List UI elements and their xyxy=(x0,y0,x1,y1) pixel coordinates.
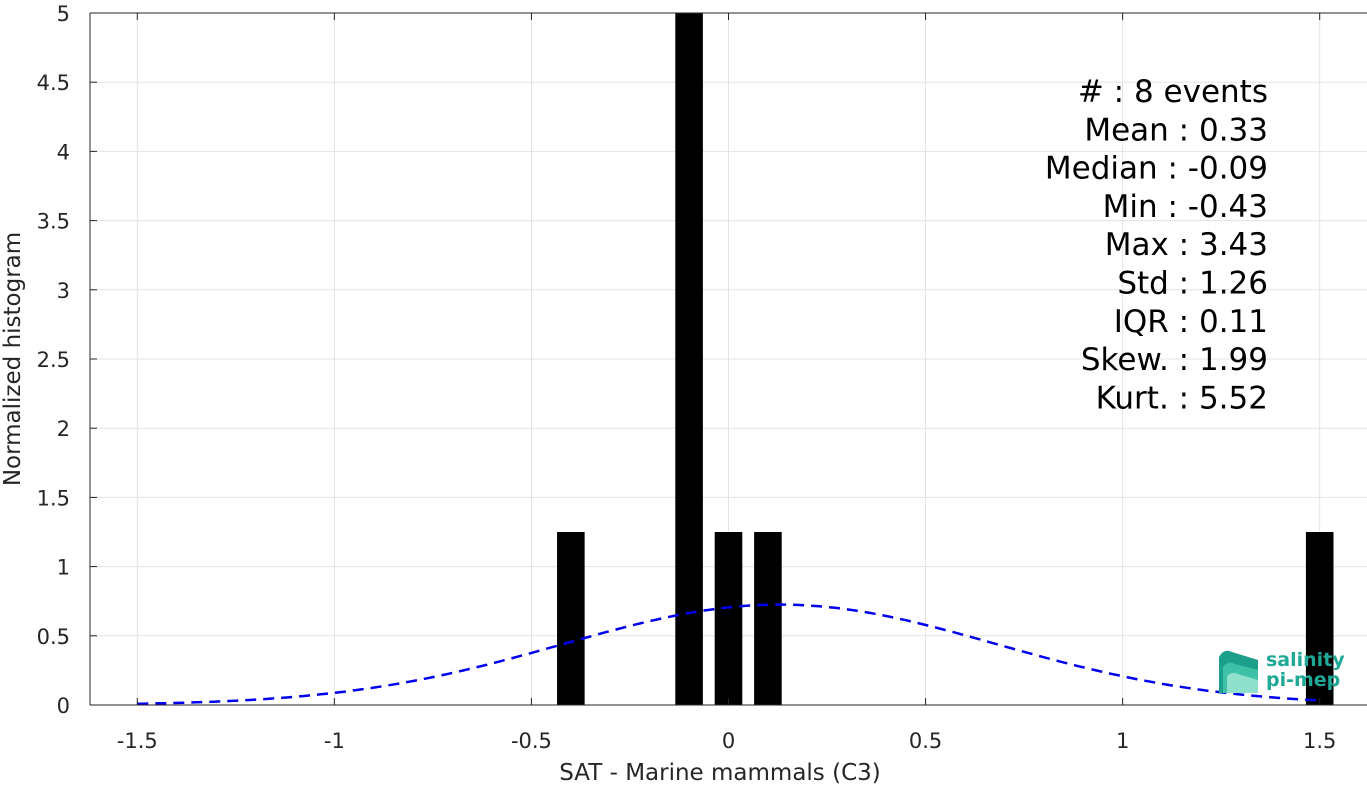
y-tick-label: 1.5 xyxy=(37,486,70,510)
normal-fit-curve xyxy=(137,603,1320,706)
x-tick-label: 1.5 xyxy=(1303,729,1336,753)
x-tick-label: 1 xyxy=(1116,729,1129,753)
y-tick-label: 2 xyxy=(57,417,70,441)
y-tick-label: 0 xyxy=(57,694,70,718)
y-tick-label: 4 xyxy=(57,140,70,164)
y-axis-label: Normalized histogram xyxy=(0,232,26,486)
stat-line: Mean : 0.33 xyxy=(1084,112,1268,148)
axes xyxy=(89,12,1367,706)
x-tick-label: -0.5 xyxy=(511,729,552,753)
x-axis-label: SAT - Marine mammals (C3) xyxy=(559,760,881,785)
x-tick-label: 0.5 xyxy=(909,729,942,753)
stat-line: Std : 1.26 xyxy=(1117,266,1268,302)
histogram-bar xyxy=(714,532,743,705)
stat-line: Skew. : 1.99 xyxy=(1081,342,1268,378)
stat-line: Min : -0.43 xyxy=(1103,189,1268,225)
logo-line2: pi-mep xyxy=(1266,669,1340,691)
y-tick-label: 5 xyxy=(57,2,70,26)
y-tick-label: 3.5 xyxy=(37,210,70,234)
y-tick-labels: 0 0.5 1 1.5 2 2.5 3 3.5 4 4.5 5 xyxy=(37,2,70,718)
stat-line: # : 8 events xyxy=(1078,74,1268,110)
x-tick-label: -1 xyxy=(324,729,345,753)
y-tick-label: 3 xyxy=(57,279,70,303)
y-tick-label: 0.5 xyxy=(37,625,70,649)
y-tick-label: 2.5 xyxy=(37,348,70,372)
stat-line: Max : 3.43 xyxy=(1105,227,1268,263)
stat-line: Kurt. : 5.52 xyxy=(1096,380,1268,416)
histogram-bar xyxy=(754,532,782,705)
stat-line: IQR : 0.11 xyxy=(1114,304,1268,340)
stat-line: Median : -0.09 xyxy=(1045,151,1268,187)
x-tick-label: -1.5 xyxy=(117,729,158,753)
histogram-bar xyxy=(675,13,703,705)
logo-icon xyxy=(1219,650,1258,693)
logo-line1: salinity xyxy=(1266,649,1345,671)
histogram-bar xyxy=(1305,532,1334,705)
histogram-bar xyxy=(557,532,585,705)
x-tick-label: 0 xyxy=(722,729,735,753)
y-tick-label: 4.5 xyxy=(37,71,70,95)
y-tick-label: 1 xyxy=(57,556,70,580)
x-tick-labels: -1.5 -1 -0.5 0 0.5 1 1.5 xyxy=(117,729,1337,753)
salinity-pi-mep-logo: salinity pi-mep xyxy=(1219,649,1345,693)
histogram-bars xyxy=(557,13,1334,705)
